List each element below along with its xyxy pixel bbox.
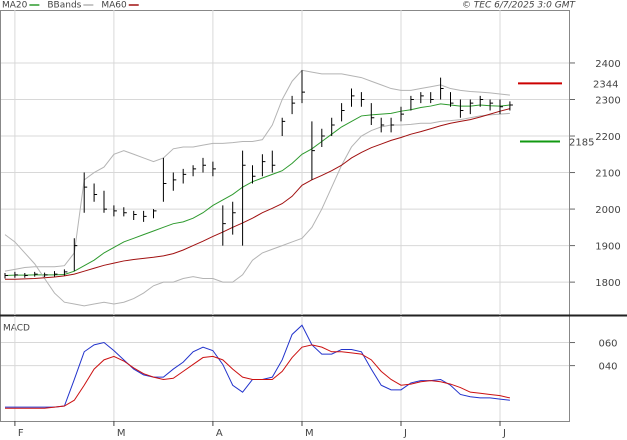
y-tick-label: 1800 [595, 278, 620, 289]
ohlc-bar [380, 117, 385, 133]
ohlc-bar [252, 165, 256, 184]
ohlc-bar [14, 271, 18, 278]
ohlc-bar [341, 103, 345, 122]
ohlc-bar [202, 157, 206, 173]
ohlc-bar [390, 117, 395, 133]
ohlc-bar [133, 210, 137, 221]
ohlc-bar [410, 95, 414, 111]
y-tick-label: 040 [598, 362, 617, 373]
ohlc-bar [93, 183, 98, 202]
ohlc-bar [430, 92, 434, 104]
ohlc-bar [34, 271, 38, 277]
ohlc-bar [153, 209, 157, 219]
ohlc-bar [459, 99, 464, 118]
ohlc-bar [351, 88, 355, 107]
level-label: 2344 [593, 79, 618, 90]
ohlc-bar [123, 207, 127, 217]
ohlc-bar [63, 269, 68, 276]
ohlc-bar [182, 168, 187, 184]
ohlc-bar [301, 70, 305, 104]
legend-label: MA60 [101, 1, 127, 11]
ohlc-bar [83, 172, 88, 213]
x-tick-label: M [305, 428, 314, 439]
ohlc-bar [291, 95, 296, 115]
x-tick-label: F [18, 428, 24, 439]
ohlc-bar [450, 92, 454, 107]
level-label: 2185 [569, 137, 594, 148]
series-line-lower [4, 112, 510, 307]
macd-line [5, 344, 511, 409]
ohlc-bar [440, 77, 444, 100]
ohlc-bar [162, 157, 167, 202]
ohlc-bar [370, 103, 375, 126]
series-line [4, 69, 510, 272]
ohlc-bar [360, 92, 365, 107]
y-tick-label: 2400 [595, 59, 620, 70]
x-tick-label: M [117, 428, 126, 439]
ohlc-bar [499, 99, 503, 115]
copyright: © TEC 6/7/2025 3:0 GMT [462, 1, 577, 11]
macd-title: MACD [3, 324, 30, 334]
series-line [5, 108, 511, 280]
ohlc-bar [242, 150, 246, 246]
y-tick-label: 060 [598, 339, 617, 350]
legend-label: MA20 [2, 1, 28, 11]
ohlc-bar [400, 106, 404, 122]
ohlc-bar [232, 201, 236, 235]
ohlc-bar [113, 205, 117, 217]
ohlc-bar [489, 99, 494, 111]
ohlc-bar [420, 92, 424, 104]
ohlc-bar [24, 272, 28, 278]
ohlc-bar [172, 172, 177, 191]
ohlc-bar [331, 117, 335, 137]
ohlc-bar [321, 128, 325, 147]
y-tick-label: 2300 [595, 95, 620, 106]
ohlc-bar [479, 95, 484, 107]
ohlc-bar [469, 99, 474, 115]
ohlc-bar [271, 150, 276, 173]
ohlc-bar [212, 161, 216, 177]
ohlc-bar [143, 210, 147, 222]
x-tick-label: A [216, 428, 223, 439]
ohlc-bar [261, 154, 266, 177]
legend-label: BBands [47, 1, 81, 11]
ohlc-bar [311, 121, 315, 180]
ohlc-bar [103, 190, 107, 213]
ohlc-bar [281, 117, 286, 137]
ohlc-bar [509, 101, 513, 111]
y-tick-label: 1900 [595, 242, 620, 253]
ohlc-bar [222, 205, 226, 246]
x-tick-label: J [403, 428, 407, 439]
ohlc-bar [4, 272, 8, 279]
ohlc-bar [192, 165, 197, 177]
ohlc-bar [44, 272, 48, 278]
x-tick-label: J [502, 428, 506, 439]
y-tick-label: 2000 [595, 205, 620, 216]
ohlc-bar [54, 271, 58, 277]
y-tick-label: 2200 [595, 132, 620, 143]
series-line [4, 103, 510, 277]
y-tick-label: 2100 [595, 169, 620, 180]
ohlc-bar [73, 238, 78, 272]
